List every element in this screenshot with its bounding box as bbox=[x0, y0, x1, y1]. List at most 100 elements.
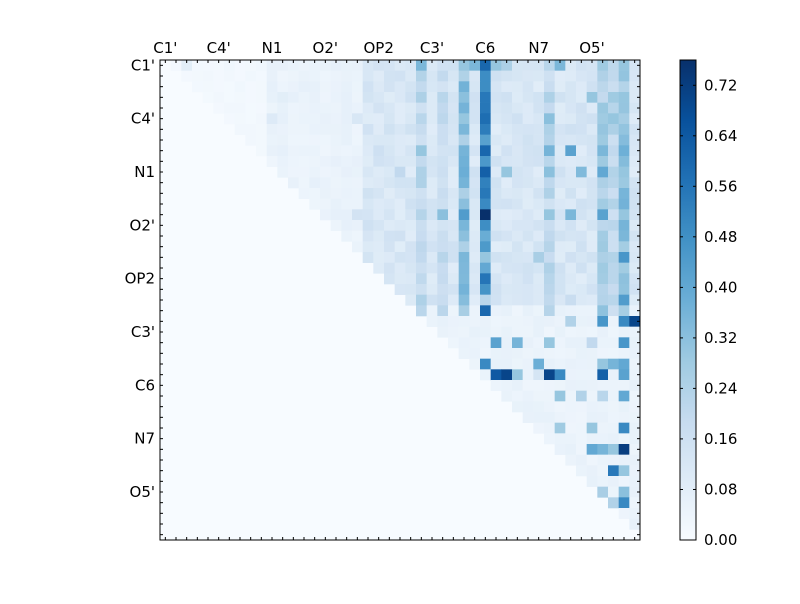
heatmap-cell bbox=[586, 380, 598, 391]
heatmap-cell bbox=[469, 241, 481, 253]
heatmap-cell bbox=[608, 305, 619, 317]
heatmap-cell bbox=[608, 60, 619, 71]
heatmap-cell bbox=[544, 284, 555, 295]
heatmap-cell bbox=[512, 198, 523, 210]
heatmap-cell bbox=[458, 230, 470, 242]
heatmap-cell bbox=[565, 241, 577, 253]
heatmap-cell bbox=[213, 70, 225, 82]
heatmap-cell bbox=[554, 422, 566, 434]
heatmap-cell bbox=[384, 134, 395, 146]
heatmap-cell bbox=[298, 156, 310, 167]
heatmap-cell bbox=[213, 81, 225, 93]
heatmap-cell bbox=[181, 70, 193, 82]
heatmap-cell bbox=[629, 326, 641, 338]
heatmap-cell bbox=[565, 433, 577, 445]
heatmap-cell bbox=[480, 102, 491, 114]
heatmap-cell bbox=[320, 70, 331, 82]
heatmap-cell bbox=[320, 188, 331, 199]
heatmap-cell bbox=[266, 81, 278, 93]
heatmap-cell bbox=[512, 348, 523, 359]
heatmap-cell bbox=[629, 113, 641, 125]
heatmap-cell bbox=[586, 348, 598, 359]
heatmap-cell bbox=[394, 102, 406, 114]
heatmap-cell bbox=[458, 284, 470, 295]
heatmap-cell bbox=[576, 444, 587, 455]
heatmap-cell bbox=[597, 273, 609, 285]
heatmap-cell bbox=[469, 252, 481, 263]
heatmap-cell bbox=[597, 465, 609, 477]
heatmap-cell bbox=[586, 92, 598, 103]
heatmap-cell bbox=[597, 433, 609, 445]
heatmap-cell bbox=[533, 102, 545, 114]
heatmap-cell bbox=[490, 177, 502, 189]
heatmap-cell bbox=[341, 198, 353, 210]
heatmap-cell bbox=[618, 305, 630, 317]
heatmap-cell bbox=[256, 145, 267, 157]
heatmap-cell bbox=[170, 60, 182, 71]
heatmap-cell bbox=[405, 134, 417, 146]
heatmap-cell bbox=[405, 198, 417, 210]
heatmap-cell bbox=[586, 145, 598, 157]
heatmap-cell bbox=[608, 252, 619, 263]
heatmap-cell bbox=[618, 81, 630, 93]
heatmap-cell bbox=[618, 124, 630, 135]
heatmap-cell bbox=[448, 102, 459, 114]
heatmap-cell bbox=[554, 220, 566, 231]
heatmap-cell bbox=[448, 209, 459, 221]
heatmap-cell bbox=[597, 166, 609, 178]
heatmap-cell bbox=[512, 209, 523, 221]
heatmap-cell bbox=[202, 60, 214, 71]
heatmap-cell bbox=[565, 81, 577, 93]
heatmap-cell bbox=[416, 92, 427, 103]
heatmap-cell bbox=[405, 262, 417, 274]
heatmap-cell bbox=[330, 145, 342, 157]
heatmap-cell bbox=[586, 358, 598, 370]
heatmap-cell bbox=[277, 102, 289, 114]
heatmap-cell bbox=[416, 134, 427, 146]
heatmap-cell bbox=[384, 81, 395, 93]
heatmap-cell bbox=[224, 113, 235, 125]
heatmap-cell bbox=[437, 294, 449, 306]
heatmap-cell bbox=[448, 198, 459, 210]
heatmap-cell bbox=[608, 316, 619, 327]
heatmap-cell bbox=[448, 230, 459, 242]
heatmap-cell bbox=[373, 262, 385, 274]
y-tick-label: O5' bbox=[130, 483, 155, 501]
heatmap-cell bbox=[597, 358, 609, 370]
heatmap-cell bbox=[277, 81, 289, 93]
heatmap-cell bbox=[288, 134, 299, 146]
heatmap-cell bbox=[544, 337, 555, 349]
heatmap-cell bbox=[426, 145, 438, 157]
heatmap-cell bbox=[341, 145, 353, 157]
heatmap-cell bbox=[352, 134, 363, 146]
heatmap-cell bbox=[490, 166, 502, 178]
heatmap-cell bbox=[608, 230, 619, 242]
heatmap-cell bbox=[501, 81, 513, 93]
heatmap-cell bbox=[554, 316, 566, 327]
heatmap-cell bbox=[384, 188, 395, 199]
heatmap-cell bbox=[522, 70, 534, 82]
heatmap-cell bbox=[576, 262, 587, 274]
heatmap-cell bbox=[458, 305, 470, 317]
heatmap-cell bbox=[544, 124, 555, 135]
heatmap-cell bbox=[608, 273, 619, 285]
heatmap-cell bbox=[597, 326, 609, 338]
heatmap-cell bbox=[533, 380, 545, 391]
heatmap-cell bbox=[512, 262, 523, 274]
heatmap-cell bbox=[618, 316, 630, 327]
heatmap-cell bbox=[405, 220, 417, 231]
heatmap-cell bbox=[309, 92, 321, 103]
heatmap-cell bbox=[437, 156, 449, 167]
heatmap-cell bbox=[469, 305, 481, 317]
heatmap-cell bbox=[533, 294, 545, 306]
heatmap-cell bbox=[586, 124, 598, 135]
heatmap-cell bbox=[576, 220, 587, 231]
heatmap-cell bbox=[586, 230, 598, 242]
heatmap-cell bbox=[480, 145, 491, 157]
heatmap-cell bbox=[576, 326, 587, 338]
heatmap-cell bbox=[426, 220, 438, 231]
heatmap-cell bbox=[394, 134, 406, 146]
heatmap-cell bbox=[629, 369, 641, 381]
heatmap-cell bbox=[426, 294, 438, 306]
heatmap-cell bbox=[405, 81, 417, 93]
